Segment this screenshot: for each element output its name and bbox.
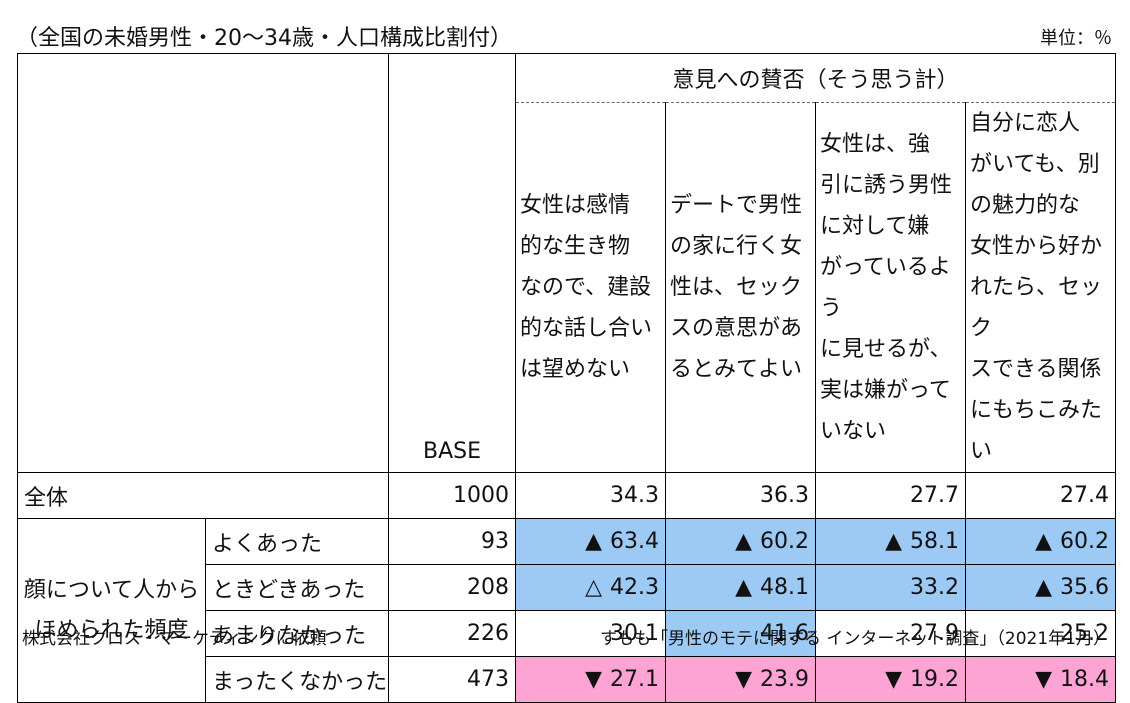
- total-base: 1000: [388, 472, 516, 519]
- significance-mark: ▼: [885, 667, 903, 692]
- significance-mark: ▲: [735, 529, 753, 554]
- value-text: 27.9: [910, 621, 959, 646]
- table-row-total: 全体 1000 34.3 36.3 27.7 27.4: [17, 472, 1117, 519]
- footer-credit: 株式会社クロス・マーケティングに依頼: [22, 629, 327, 649]
- value-text: 23.9: [760, 667, 809, 692]
- significance-mark: ▼: [1035, 667, 1053, 692]
- value-text: 58.1: [910, 529, 959, 554]
- value-cell: 27.9: [815, 610, 966, 657]
- table-row: 顔について人から ほめられた頻度 よくあった 93 ▲ 63.4 ▲ 60.2 ▲ 58.1 ▲ 6…: [17, 518, 1117, 703]
- value-cell: ▲ 35.6: [964, 564, 1117, 611]
- value-cell: ▲ 58.1: [815, 518, 966, 565]
- value-text: 35.6: [1060, 575, 1110, 600]
- crosstab-table: BASE 意見への賛否（そう思う計） 女性は感情 的な生き物 なので、建設 的な…: [17, 53, 1117, 703]
- value-cell: ▼ 23.9: [665, 656, 816, 703]
- opinion-header: 意見への賛否（そう思う計）: [514, 53, 1117, 103]
- value-text: 25.2: [1060, 621, 1110, 646]
- value-cell: ▲ 63.4: [515, 518, 666, 565]
- total-value-2: 36.3: [665, 472, 816, 519]
- total-value-3: 27.7: [815, 472, 966, 519]
- total-value-4: 27.4: [964, 472, 1117, 519]
- significance-mark: ▲: [885, 529, 903, 554]
- question-1: 女性は感情 的な生き物 なので、建設 的な話し合い は望めない: [515, 102, 666, 473]
- significance-mark: ▼: [585, 667, 603, 692]
- value-text: 63.4: [610, 529, 659, 554]
- significance-mark: ▲: [585, 529, 603, 554]
- value-cell: ▲ 60.2: [964, 518, 1117, 565]
- total-label: 全体: [17, 472, 389, 519]
- significance-mark: ▲: [735, 575, 753, 600]
- value-cell: ▼ 27.1: [515, 656, 666, 703]
- value-text: 41.6: [760, 621, 809, 646]
- row-base: 208: [388, 564, 516, 611]
- value-cell: ▲ 48.1: [665, 564, 816, 611]
- header-row-questions: 女性は感情 的な生き物 なので、建設 的な話し合い は望めない デートで男性 の…: [18, 102, 1117, 473]
- row-base: 226: [388, 610, 516, 657]
- value-text: 27.1: [610, 667, 659, 692]
- significance-mark: ▼: [735, 667, 753, 692]
- value-text: 33.2: [910, 575, 959, 600]
- unit-label: 単位：％: [1040, 28, 1112, 49]
- row-label: まったくなかった: [205, 656, 389, 703]
- value-cell: 41.6: [665, 610, 816, 657]
- table-row: ときどきあった 208 △ 42.3 ▲ 48.1 33.2 ▲ 35.6: [18, 564, 1117, 611]
- significance-mark: ▲: [1035, 575, 1053, 600]
- corner-cell: [17, 53, 389, 473]
- total-value-1: 34.3: [515, 472, 666, 519]
- question-3: 女性は、強 引に誘う男性 に対して嫌 がっているよう に見せるが、 実は嫌がって…: [815, 102, 966, 473]
- question-4: 自分に恋人 がいても、別 の魅力的な 女性から好か れたら、セック スできる関係…: [964, 102, 1117, 473]
- value-text: 48.1: [760, 575, 809, 600]
- value-text: 60.2: [760, 529, 809, 554]
- value-text: 19.2: [910, 667, 959, 692]
- value-cell: ▼ 18.4: [964, 656, 1117, 703]
- value-cell: 33.2: [815, 564, 966, 611]
- value-text: 42.3: [610, 575, 659, 600]
- row-base: 473: [388, 656, 516, 703]
- significance-mark: ▲: [1035, 529, 1053, 554]
- row-base: 93: [388, 518, 516, 565]
- table-title: （全国の未婚男性・20～34歳・人口構成比割付）: [16, 26, 512, 51]
- row-label: あまりなかった: [205, 610, 389, 657]
- question-2: デートで男性 の家に行く女 性は、セック スの意思があ るとみてよい: [665, 102, 816, 473]
- header-row-top: BASE 意見への賛否（そう思う計）: [17, 53, 1117, 473]
- value-text: 18.4: [1060, 667, 1110, 692]
- base-header: BASE: [388, 53, 516, 473]
- row-label: よくあった: [205, 518, 389, 565]
- footer-source: すもも「男性のモテに関する インターネット調査」（2021年1月）: [600, 629, 1110, 649]
- significance-mark: △: [585, 575, 603, 600]
- group-label: 顔について人から ほめられた頻度: [17, 518, 206, 703]
- value-text: 60.2: [1060, 529, 1110, 554]
- value-cell: △ 42.3: [515, 564, 666, 611]
- value-text: 30.1: [610, 621, 659, 646]
- row-label: ときどきあった: [205, 564, 389, 611]
- value-cell: ▲ 60.2: [665, 518, 816, 565]
- value-cell: ▼ 19.2: [815, 656, 966, 703]
